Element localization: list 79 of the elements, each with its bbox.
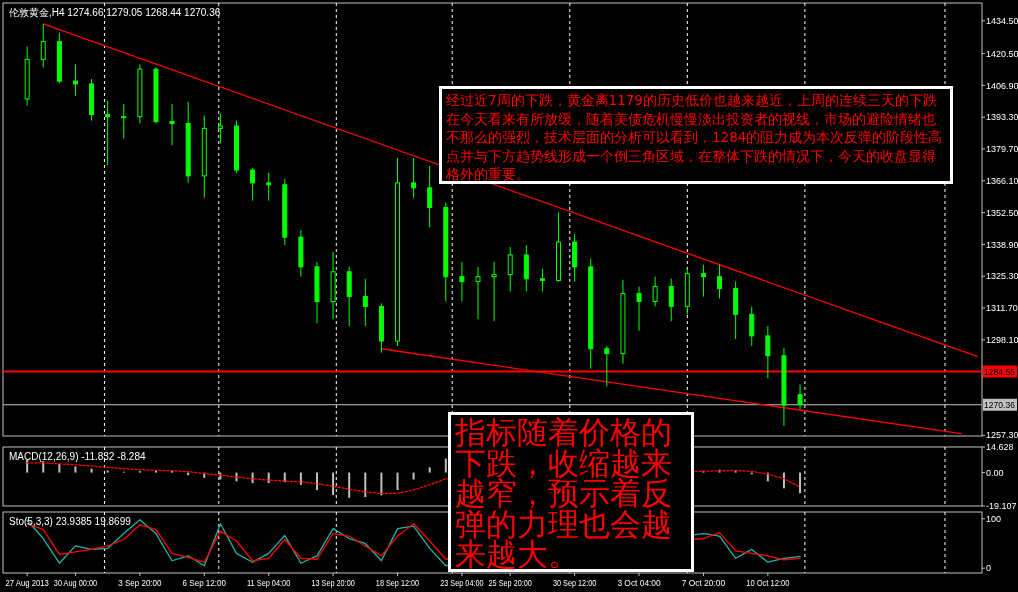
candlestick: [765, 325, 771, 379]
bar: [299, 472, 302, 485]
x-tick-label: 25 Sep 20:00: [488, 578, 543, 588]
x-tick-label: 30 Sep 12:00: [552, 578, 607, 588]
x-tick-label: 10 Oct 12:00: [746, 578, 798, 588]
candlestick: [40, 23, 46, 68]
bar: [58, 463, 61, 473]
y-tick-label: 1338.90: [986, 239, 1018, 250]
annotation: 指标随着价格的下跌，收缩越来越窄，预示着反弹的力理也会越来越大。: [448, 412, 694, 572]
bar: [782, 472, 785, 489]
bar: [799, 472, 802, 494]
candlestick: [217, 113, 223, 144]
chart-title: Sto(5,3,3) 23.9385 19.8699: [9, 516, 132, 527]
candlestick: [72, 63, 78, 97]
ref-line-label: 1284.55: [984, 367, 1017, 378]
chart-title: 伦敦黄金,H4 1274.66 1279.05 1268.44 1270.36: [9, 7, 221, 18]
candlestick: [604, 345, 610, 387]
candlestick: [668, 278, 674, 322]
y-tick-label: 100: [986, 513, 1002, 524]
y-tick-label: 0: [986, 563, 992, 574]
bar: [332, 472, 335, 495]
candlestick: [636, 286, 642, 332]
candlestick: [652, 276, 658, 307]
candlestick: [717, 264, 723, 299]
bar: [412, 472, 415, 480]
candlestick: [121, 103, 127, 139]
candlestick: [523, 244, 529, 292]
x-tick-label: 6 Sep 12:00: [182, 578, 232, 588]
x-tick-label: 13 Sep 20:00: [311, 578, 365, 588]
bar: [396, 472, 399, 491]
candlestick: [507, 246, 513, 292]
candlestick: [250, 167, 256, 202]
bar: [74, 466, 77, 473]
bar: [42, 461, 45, 473]
x-tick-label: 30 Aug 00:00: [53, 578, 107, 588]
bar: [106, 470, 109, 473]
bar: [315, 472, 318, 491]
candlestick: [700, 264, 706, 298]
y-tick-label: 1420.50: [986, 48, 1018, 59]
candlestick: [411, 157, 417, 199]
y-tick-label: 1379.70: [986, 144, 1018, 155]
candlestick: [475, 266, 481, 320]
y-tick-label: 1406.90: [986, 80, 1018, 91]
candlestick: [362, 278, 368, 327]
ref-line-label: 1270.36: [984, 400, 1017, 411]
y-tick-label: 1434.50: [986, 15, 1018, 26]
candlestick: [427, 165, 433, 228]
x-tick-label: 18 Sep 12:00: [375, 578, 430, 588]
y-tick-label: 1257.30: [986, 430, 1018, 441]
candlestick: [169, 103, 175, 146]
candlestick: [491, 261, 497, 322]
bar: [364, 472, 367, 498]
bar: [428, 467, 431, 473]
y-tick-label: 0.00: [986, 467, 1004, 478]
bar: [444, 458, 447, 473]
y-tick-label: 1352.50: [986, 207, 1018, 218]
x-tick-label: 3 Sep 20:00: [118, 578, 167, 588]
y-tick-label: 1325.30: [986, 271, 1018, 282]
candlestick: [749, 305, 755, 347]
candlestick: [459, 261, 465, 302]
y-tick-label: 1393.30: [986, 112, 1018, 123]
candlestick: [266, 172, 272, 202]
annotation: 经过近7周的下跌，黄金离1179的历史低价也越来越近，上周的连续三天的下跌在今天看来有所放缓，随着美债危机慢慢淡出投资者的视线，市场的避险情绪也不那么的强烈，技术层面的分析可以看到，1284的阻力成为本次反弹的阶段性高点并与下方趋势线形成一个倒三角区域，在整体下跌的情况下，今天的收盘显得格外的重要。: [439, 86, 953, 184]
bar: [348, 472, 351, 498]
x-tick-label: 11 Sep 04:00: [247, 578, 300, 588]
y-tick-label: 14.628: [986, 442, 1014, 453]
x-tick-label: 3 Oct 04:00: [617, 578, 664, 588]
candlestick: [797, 383, 803, 410]
bar: [380, 472, 383, 496]
candlestick: [105, 100, 111, 166]
bar: [251, 472, 254, 484]
y-tick-label: 1298.10: [986, 335, 1018, 346]
chart-title: MACD(12,26,9) -11.832 -8.284: [9, 451, 146, 462]
candlestick: [539, 268, 545, 292]
x-tick-label: 7 Oct 20:00: [681, 578, 729, 588]
y-tick-label: 1311.70: [986, 303, 1018, 314]
y-tick-label: 1366.10: [986, 175, 1018, 186]
bar: [90, 468, 93, 473]
y-tick-label: -19.107: [986, 501, 1017, 512]
